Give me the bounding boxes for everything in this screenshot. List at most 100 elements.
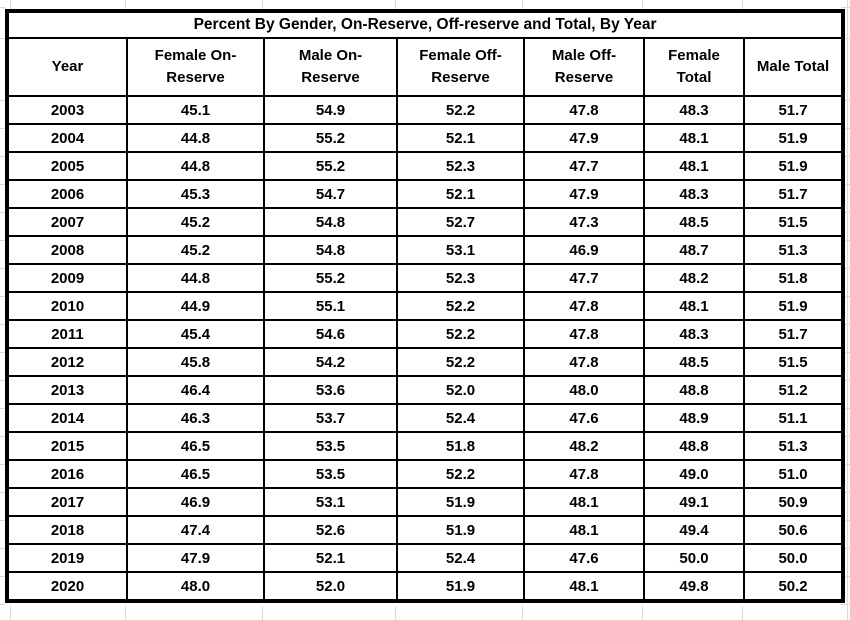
value-cell[interactable]: 51.7 [742,179,845,209]
value-cell[interactable]: 45.2 [126,235,265,265]
value-cell[interactable]: 52.4 [396,403,525,433]
value-cell[interactable]: 51.3 [742,431,845,461]
year-cell[interactable]: 2004 [6,123,128,153]
value-cell[interactable]: 52.7 [396,207,525,237]
value-cell[interactable]: 48.8 [643,375,745,405]
value-cell[interactable]: 47.8 [523,459,645,489]
value-cell[interactable]: 48.7 [643,235,745,265]
value-cell[interactable]: 48.1 [643,151,745,181]
value-cell[interactable]: 49.4 [643,515,745,545]
value-cell[interactable]: 50.2 [742,571,845,602]
value-cell[interactable]: 55.2 [263,263,398,293]
value-cell[interactable]: 54.2 [263,347,398,377]
value-cell[interactable]: 53.1 [396,235,525,265]
value-cell[interactable]: 48.1 [523,571,645,602]
value-cell[interactable]: 46.5 [126,431,265,461]
value-cell[interactable]: 52.2 [396,95,525,125]
value-cell[interactable]: 47.4 [126,515,265,545]
value-cell[interactable]: 50.9 [742,487,845,517]
year-cell[interactable]: 2016 [6,459,128,489]
value-cell[interactable]: 50.0 [742,543,845,573]
value-cell[interactable]: 48.8 [643,431,745,461]
column-header-female-on-reserve[interactable]: Female On- Reserve [126,37,265,97]
value-cell[interactable]: 47.8 [523,347,645,377]
value-cell[interactable]: 52.3 [396,263,525,293]
value-cell[interactable]: 47.6 [523,543,645,573]
value-cell[interactable]: 54.6 [263,319,398,349]
value-cell[interactable]: 51.3 [742,235,845,265]
value-cell[interactable]: 48.0 [523,375,645,405]
value-cell[interactable]: 52.1 [263,543,398,573]
value-cell[interactable]: 47.6 [523,403,645,433]
value-cell[interactable]: 51.9 [396,571,525,602]
value-cell[interactable]: 51.7 [742,319,845,349]
value-cell[interactable]: 47.8 [523,291,645,321]
value-cell[interactable]: 51.5 [742,207,845,237]
year-cell[interactable]: 2012 [6,347,128,377]
value-cell[interactable]: 51.8 [742,263,845,293]
value-cell[interactable]: 51.9 [396,515,525,545]
value-cell[interactable]: 45.8 [126,347,265,377]
value-cell[interactable]: 52.1 [396,179,525,209]
year-cell[interactable]: 2010 [6,291,128,321]
value-cell[interactable]: 52.2 [396,291,525,321]
value-cell[interactable]: 51.9 [742,151,845,181]
value-cell[interactable]: 53.1 [263,487,398,517]
value-cell[interactable]: 51.9 [742,123,845,153]
year-cell[interactable]: 2007 [6,207,128,237]
column-header-female-off-reserve[interactable]: Female Off- Reserve [396,37,525,97]
value-cell[interactable]: 52.2 [396,347,525,377]
value-cell[interactable]: 48.5 [643,347,745,377]
value-cell[interactable]: 52.2 [396,319,525,349]
value-cell[interactable]: 51.8 [396,431,525,461]
value-cell[interactable]: 48.5 [643,207,745,237]
value-cell[interactable]: 52.2 [396,459,525,489]
year-cell[interactable]: 2011 [6,319,128,349]
value-cell[interactable]: 52.4 [396,543,525,573]
column-header-male-on-reserve[interactable]: Male On- Reserve [263,37,398,97]
value-cell[interactable]: 47.7 [523,151,645,181]
value-cell[interactable]: 52.3 [396,151,525,181]
value-cell[interactable]: 53.5 [263,459,398,489]
value-cell[interactable]: 54.8 [263,235,398,265]
value-cell[interactable]: 55.1 [263,291,398,321]
value-cell[interactable]: 48.2 [643,263,745,293]
value-cell[interactable]: 47.9 [523,179,645,209]
value-cell[interactable]: 46.9 [523,235,645,265]
column-header-male-off-reserve[interactable]: Male Off- Reserve [523,37,645,97]
year-cell[interactable]: 2005 [6,151,128,181]
value-cell[interactable]: 53.6 [263,375,398,405]
value-cell[interactable]: 44.9 [126,291,265,321]
value-cell[interactable]: 49.1 [643,487,745,517]
column-header-female-total[interactable]: Female Total [643,37,745,97]
year-cell[interactable]: 2003 [6,95,128,125]
column-header-year[interactable]: Year [6,37,128,97]
value-cell[interactable]: 48.1 [643,291,745,321]
value-cell[interactable]: 54.7 [263,179,398,209]
value-cell[interactable]: 46.4 [126,375,265,405]
value-cell[interactable]: 48.3 [643,95,745,125]
year-cell[interactable]: 2009 [6,263,128,293]
value-cell[interactable]: 45.3 [126,179,265,209]
value-cell[interactable]: 53.5 [263,431,398,461]
value-cell[interactable]: 48.3 [643,319,745,349]
value-cell[interactable]: 47.9 [523,123,645,153]
value-cell[interactable]: 47.9 [126,543,265,573]
value-cell[interactable]: 49.0 [643,459,745,489]
year-cell[interactable]: 2020 [6,571,128,602]
value-cell[interactable]: 54.9 [263,95,398,125]
value-cell[interactable]: 55.2 [263,151,398,181]
year-cell[interactable]: 2006 [6,179,128,209]
value-cell[interactable]: 46.3 [126,403,265,433]
value-cell[interactable]: 54.8 [263,207,398,237]
value-cell[interactable]: 48.3 [643,179,745,209]
value-cell[interactable]: 51.1 [742,403,845,433]
value-cell[interactable]: 51.7 [742,95,845,125]
column-header-male-total[interactable]: Male Total [742,37,845,97]
value-cell[interactable]: 46.9 [126,487,265,517]
value-cell[interactable]: 44.8 [126,263,265,293]
value-cell[interactable]: 47.8 [523,319,645,349]
value-cell[interactable]: 48.1 [523,487,645,517]
value-cell[interactable]: 46.5 [126,459,265,489]
value-cell[interactable]: 48.1 [643,123,745,153]
